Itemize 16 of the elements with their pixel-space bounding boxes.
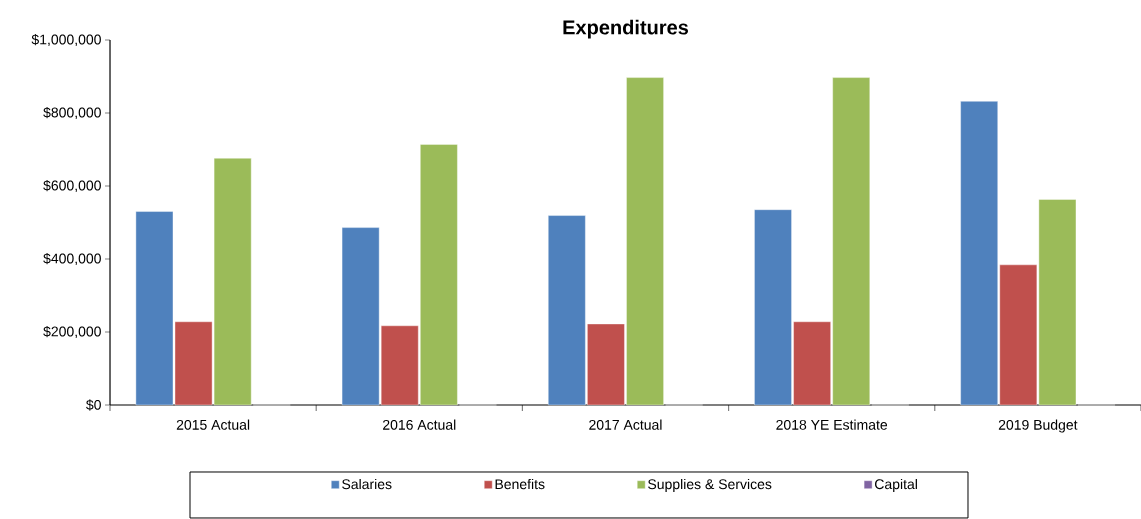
y-tick-label: $400,000 [43,252,101,266]
y-tick-label: $800,000 [43,106,101,120]
chart-title: Expenditures [563,19,689,39]
y-tick-label: $200,000 [43,325,101,339]
legend-label: Benefits [495,478,545,490]
x-tick-label: 2017 Actual [589,419,662,430]
x-tick-label: 2016 Actual [383,419,456,430]
x-tick-label: 2015 Actual [176,419,250,430]
x-tick-label: 2019 Budget [998,419,1078,433]
legend-label: Capital [875,478,917,492]
legend-label: Supplies & Services [648,478,772,492]
x-tick-label: 2018 YE Estimate [776,419,888,430]
y-tick-label: $0 [86,399,101,411]
y-tick-label: $600,000 [43,179,101,193]
legend-label: Salaries [342,478,392,490]
y-tick-label: $1,000,000 [31,33,101,47]
